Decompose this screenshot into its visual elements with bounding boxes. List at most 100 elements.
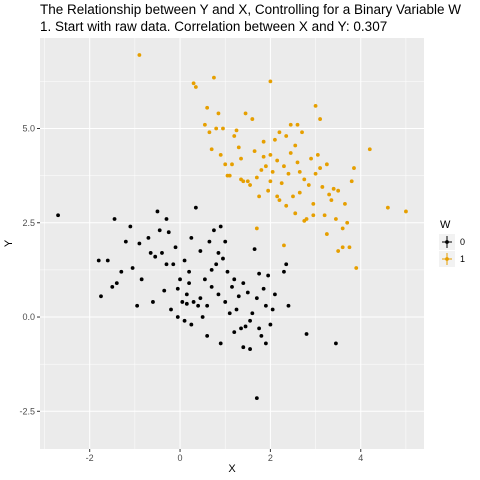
data-point-w1 xyxy=(193,85,198,89)
minor-gridlines xyxy=(40,38,424,449)
data-point-w1 xyxy=(268,179,273,184)
data-point-w1 xyxy=(261,154,266,159)
data-point-w0 xyxy=(241,281,246,285)
data-point-w0 xyxy=(212,228,216,233)
data-point-w1 xyxy=(295,160,300,165)
data-point-w0 xyxy=(162,288,167,293)
data-point-w0 xyxy=(221,256,225,261)
data-point-w0 xyxy=(223,239,228,244)
data-point-w1 xyxy=(277,198,282,203)
x-tick-label: 0 xyxy=(178,453,183,463)
data-point-w1 xyxy=(336,249,341,253)
x-axis-ticks: -2 0 2 4 xyxy=(86,449,363,463)
data-point-w1 xyxy=(302,218,307,223)
data-point-w0 xyxy=(171,262,176,267)
data-point-w1 xyxy=(309,156,313,161)
data-point-w1 xyxy=(288,151,293,155)
data-point-w1 xyxy=(282,243,286,248)
data-point-w0 xyxy=(263,303,268,308)
data-point-w0 xyxy=(182,318,187,323)
data-point-w0 xyxy=(239,326,243,331)
data-point-w1 xyxy=(340,226,345,231)
data-point-w1 xyxy=(268,152,273,157)
data-point-w0 xyxy=(56,213,60,218)
data-point-w0 xyxy=(155,209,160,214)
data-point-w0 xyxy=(189,235,194,240)
data-point-w0 xyxy=(182,258,187,263)
data-point-w0 xyxy=(105,258,110,263)
data-point-w1 xyxy=(275,194,280,199)
data-point-w0 xyxy=(164,217,169,221)
data-point-w0 xyxy=(187,281,191,285)
data-point-w1 xyxy=(345,220,350,225)
data-point-w0 xyxy=(218,341,223,346)
data-point-w0 xyxy=(193,205,198,210)
data-point-w1 xyxy=(236,145,241,150)
data-point-w1 xyxy=(279,181,284,186)
data-point-w0 xyxy=(198,296,203,301)
data-point-w1 xyxy=(324,232,329,236)
data-point-w1 xyxy=(318,166,322,170)
data-point-w0 xyxy=(261,286,266,291)
data-point-w1 xyxy=(306,183,311,187)
data-point-w0 xyxy=(151,300,155,304)
data-point-w1 xyxy=(286,171,291,176)
data-point-w1 xyxy=(302,177,307,182)
data-point-w1 xyxy=(354,266,359,270)
data-point-w0 xyxy=(130,266,135,270)
data-point-w0 xyxy=(230,284,234,289)
data-point-w1 xyxy=(261,139,266,144)
data-point-w0 xyxy=(214,262,219,267)
data-point-w1 xyxy=(266,188,271,193)
data-point-w1 xyxy=(334,217,338,221)
data-point-w0 xyxy=(169,307,173,312)
data-point-w0 xyxy=(254,296,259,301)
data-point-w1 xyxy=(293,211,298,216)
data-point-w0 xyxy=(180,300,185,304)
data-point-w0 xyxy=(175,286,180,291)
data-point-w1 xyxy=(239,156,243,161)
data-point-w0 xyxy=(153,254,158,259)
data-point-w1 xyxy=(268,79,273,84)
data-point-w0 xyxy=(99,294,103,299)
data-point-w1 xyxy=(327,192,332,197)
data-point-w0 xyxy=(137,241,142,246)
data-point-w1 xyxy=(277,130,282,135)
data-point-w1 xyxy=(245,179,250,184)
legend-key-point xyxy=(445,257,449,261)
data-point-w0 xyxy=(148,251,153,255)
data-point-w0 xyxy=(232,330,237,335)
data-point-w0 xyxy=(200,315,205,319)
data-point-w1 xyxy=(270,169,275,174)
data-point-w1 xyxy=(324,162,329,167)
data-point-w0 xyxy=(216,292,221,297)
data-point-w0 xyxy=(202,277,207,282)
data-point-w0 xyxy=(205,303,210,308)
data-point-w1 xyxy=(284,134,289,138)
data-point-w1 xyxy=(254,175,259,180)
data-point-w0 xyxy=(241,345,246,350)
data-point-w0 xyxy=(286,303,291,308)
data-point-w0 xyxy=(273,292,277,297)
data-point-w1 xyxy=(137,53,142,57)
data-point-w1 xyxy=(282,164,286,169)
data-point-w1 xyxy=(293,143,298,148)
data-point-w0 xyxy=(254,396,259,400)
data-point-w1 xyxy=(347,245,352,250)
data-point-w1 xyxy=(273,137,277,142)
data-point-w0 xyxy=(304,332,309,336)
major-gridlines xyxy=(40,38,424,449)
data-point-w1 xyxy=(343,202,347,206)
data-point-w1 xyxy=(349,179,354,184)
data-point-w0 xyxy=(146,235,151,240)
data-point-w1 xyxy=(218,152,223,157)
data-point-w0 xyxy=(184,292,189,297)
data-point-w0 xyxy=(173,245,178,250)
data-point-w1 xyxy=(336,188,341,193)
data-point-w0 xyxy=(234,307,239,312)
data-point-w1 xyxy=(385,205,390,210)
x-tick-label: 4 xyxy=(358,453,363,463)
data-point-w1 xyxy=(216,111,221,116)
data-point-w1 xyxy=(259,168,264,172)
